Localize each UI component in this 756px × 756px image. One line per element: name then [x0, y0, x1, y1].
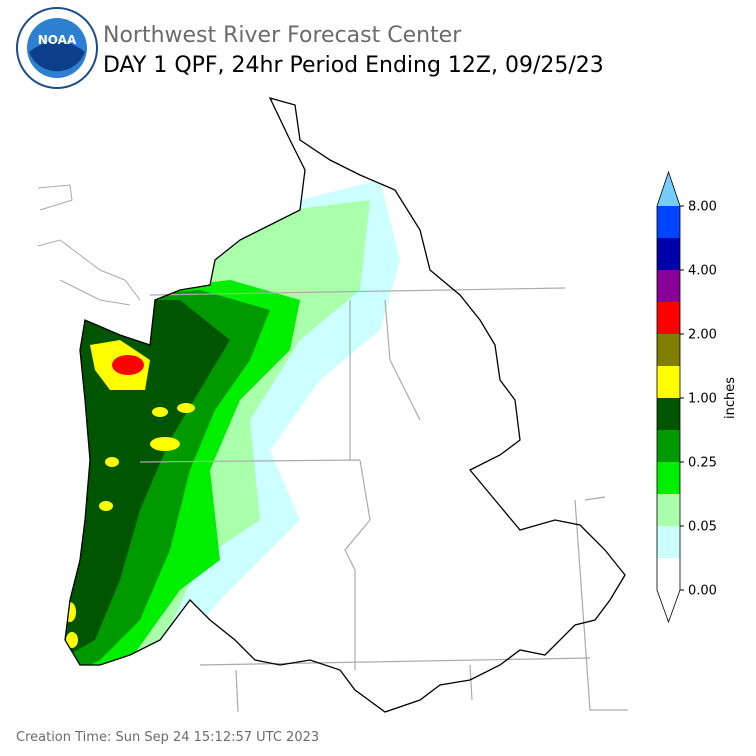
colorbar-bin: [657, 366, 680, 398]
colorbar-bin: [657, 334, 680, 366]
colorbar-bin: [657, 206, 680, 238]
colorbar-under: [657, 590, 680, 622]
colorbar-bin: [657, 398, 680, 430]
colorbar-tick-label: 2.00: [688, 328, 717, 343]
colorbar-over: [657, 172, 680, 206]
logo: NOAA: [16, 7, 98, 89]
colorbar-bin: [657, 430, 680, 462]
colorbar-tick-label: 0.05: [688, 520, 717, 535]
colorbar-bin: [657, 462, 680, 494]
title: Northwest River Forecast Center: [103, 23, 462, 48]
logo-text: NOAA: [38, 33, 77, 47]
colorbar-bin: [657, 526, 680, 558]
colorbar-bin: [657, 270, 680, 302]
coastline: [37, 184, 141, 306]
colorbar-bin: [657, 558, 680, 590]
colorbar-bin: [657, 494, 680, 526]
colorbar: 0.00 0.05 0.25 1.00 2.00 4.00 8.00: [656, 170, 717, 624]
creation-time: Creation Time: Sun Sep 24 15:12:57 UTC 2…: [16, 730, 319, 745]
subtitle: DAY 1 QPF, 24hr Period Ending 12Z, 09/25…: [103, 53, 604, 78]
colorbar-tick-label: 1.00: [688, 392, 717, 407]
colorbar-bin: [657, 238, 680, 270]
colorbar-tick-label: 8.00: [688, 200, 717, 215]
colorbar-bin: [657, 302, 680, 334]
colorbar-label: inches: [723, 377, 738, 419]
colorbar-tick-label: 0.00: [688, 584, 717, 599]
state-lines: [139, 287, 628, 713]
colorbar-tick-label: 4.00: [688, 264, 717, 279]
colorbar-tick-label: 0.25: [688, 456, 717, 471]
